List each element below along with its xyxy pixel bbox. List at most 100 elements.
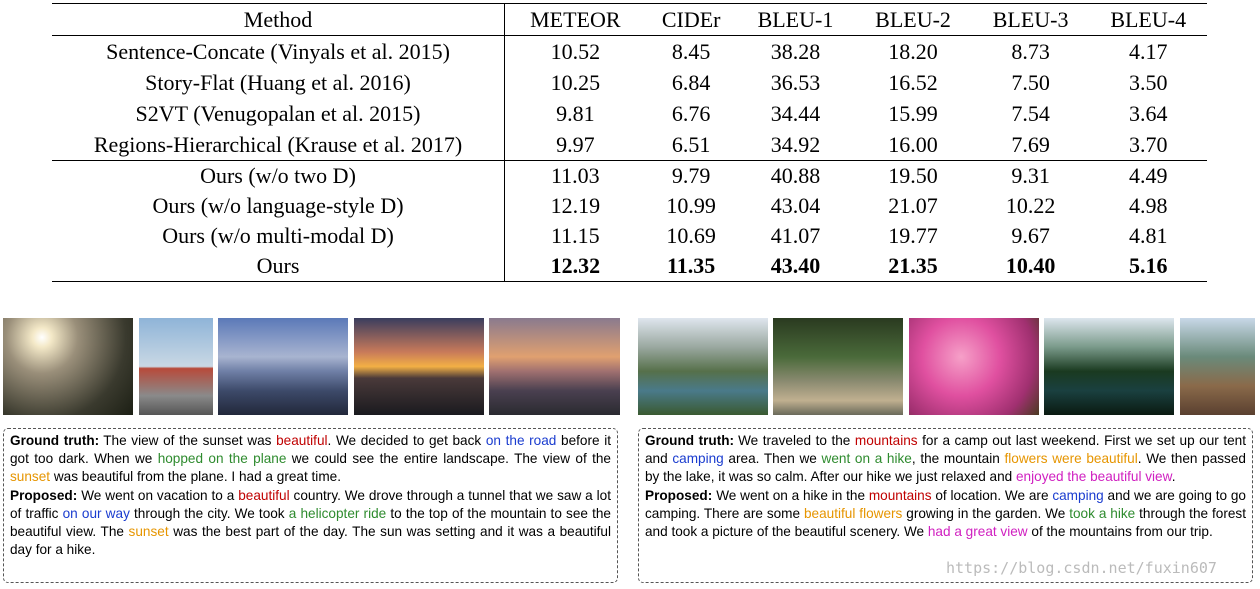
caption-text: flowers were beautiful xyxy=(1004,451,1138,467)
caption-paragraph: Proposed: We went on vacation to a beauti… xyxy=(10,487,611,560)
table-cell: 21.35 xyxy=(888,253,938,278)
watermark: https://blog.csdn.net/fuxin607 xyxy=(946,559,1217,577)
caption-text: . We then passed by the lake, it was so … xyxy=(645,451,1246,485)
table-cell: 43.04 xyxy=(770,193,821,218)
header-cell: BLEU-3 xyxy=(971,3,1090,36)
table-cell: 21.07 xyxy=(888,193,938,218)
table-cell: 9.97 xyxy=(504,129,646,161)
results-table: Method METEOR CIDEr BLEU-1 BLEU-2 BLEU-3 BLEU-… xyxy=(52,3,1207,282)
story-box: Ground truth: The view of the sunset was … xyxy=(3,428,618,583)
caption-text: beautiful xyxy=(276,433,328,448)
caption-text: had a great view xyxy=(927,524,1028,540)
caption-text: The view of the sunset was xyxy=(103,433,277,448)
table-cell: 11.35 xyxy=(667,253,716,278)
caption-text: of the mountains from our trip. xyxy=(1027,524,1213,540)
caption-text: . xyxy=(1171,469,1176,485)
table-cell: 41.07 xyxy=(770,223,821,248)
table-cell: 9.67 xyxy=(1011,223,1050,248)
header-cell: METEOR xyxy=(504,3,646,36)
table-cell: 7.54 xyxy=(1011,101,1050,126)
caption-text: mountains xyxy=(868,487,932,503)
caption-text: We traveled to the xyxy=(738,433,855,448)
caption-text: mountains xyxy=(854,433,918,448)
table-cell: Ours xyxy=(52,251,505,282)
table-cell: 8.45 xyxy=(671,39,711,64)
table-cell: 4.17 xyxy=(1128,39,1168,64)
table-cell: 6.84 xyxy=(671,70,711,95)
caption-text: beautiful xyxy=(238,487,290,503)
table-cell: 10.22 xyxy=(1005,193,1056,218)
table-cell: Regions-Hierarchical (Krause et al. 2017… xyxy=(52,129,505,161)
caption-text: was the best part of the day. The sun wa… xyxy=(10,524,611,558)
caption-paragraph: Proposed: We went on a hike in the mounta… xyxy=(645,487,1246,542)
table-row: Sentence-Concate (Vinyals et al. 2015) 10… xyxy=(52,35,1207,67)
caption-text: We went on a hike in the xyxy=(716,487,869,503)
table-cell: 7.69 xyxy=(971,129,1090,161)
table-cell: Ours (w/o two D) xyxy=(52,160,505,191)
caption-label: Ground truth: xyxy=(10,433,100,448)
caption-text: before it got too dark. When we xyxy=(10,433,611,467)
table-cell: 16.52 xyxy=(888,70,938,95)
table-cell: 16.00 xyxy=(854,129,972,161)
photo xyxy=(638,318,768,415)
table-cell: 34.44 xyxy=(770,101,821,126)
photo xyxy=(489,318,620,415)
table-cell: 10.25 xyxy=(550,70,601,95)
caption-text: on the road xyxy=(485,433,557,448)
header-cell: BLEU-4 xyxy=(1089,3,1207,36)
caption-text: was beautiful from the plane. I had a gr… xyxy=(50,469,341,485)
table-row: Ours (w/o language-style D) 12.19 10.99 43.… xyxy=(52,191,1207,221)
table-cell: 19.77 xyxy=(888,223,938,248)
photo xyxy=(354,318,484,415)
table-cell: 3.64 xyxy=(1128,101,1168,126)
header-cell: BLEU-2 xyxy=(854,3,972,36)
caption-text: took a hike xyxy=(1069,505,1136,521)
table-cell: 19.50 xyxy=(888,163,938,188)
table-row: Ours (w/o two D) 11.03 9.79 40.88 19.50 9.31 4… xyxy=(52,160,1207,191)
table-cell: 12.19 xyxy=(550,193,601,218)
table-cell: 9.81 xyxy=(556,101,595,126)
caption-text: beautiful flowers xyxy=(803,505,903,521)
caption-text: growing in the garden. We xyxy=(902,505,1070,521)
table-cell: Story-Flat (Huang et al. 2016) xyxy=(52,67,505,98)
caption-paragraph: Ground truth: The view of the sunset was … xyxy=(10,432,611,487)
caption-label: Proposed: xyxy=(10,487,78,503)
header-row: Method METEOR CIDEr BLEU-1 BLEU-2 BLEU-3 BLEU-… xyxy=(52,3,1207,36)
table-row: Ours 12.32 11.35 43.40 21.35 10.40 5.16 xyxy=(52,251,1207,282)
caption-text: camping xyxy=(672,451,724,467)
caption-text: and we are going to go camping. There ar… xyxy=(645,487,1246,521)
caption-text: through the forest and took a picture of… xyxy=(645,505,1246,540)
photo xyxy=(3,318,133,415)
caption-text: sunset xyxy=(128,524,169,540)
caption-text: area. Then we xyxy=(723,451,822,467)
table-cell: 5.16 xyxy=(1128,253,1168,278)
table-cell: 9.79 xyxy=(671,163,711,188)
table-cell: 7.50 xyxy=(1011,70,1050,95)
table-cell: 4.98 xyxy=(1128,193,1168,218)
table-cell: 11.15 xyxy=(550,223,600,248)
table-cell: 38.28 xyxy=(770,39,821,64)
table-cell: 36.53 xyxy=(770,70,821,95)
table-row: Story-Flat (Huang et al. 2016) 10.25 6.84 3… xyxy=(52,67,1207,98)
caption-text: went on a hike xyxy=(821,451,912,467)
table-cell: 34.92 xyxy=(736,129,855,161)
header-cell: Method xyxy=(52,3,505,36)
table-cell: 11.03 xyxy=(550,163,600,188)
caption-text: to the top of the mountain to see the be… xyxy=(10,505,611,540)
caption-text: on our way xyxy=(62,505,130,521)
caption-text: sunset xyxy=(10,469,51,485)
caption-label: Proposed: xyxy=(645,487,713,503)
table-cell: 9.31 xyxy=(1011,163,1050,188)
caption-text: for a camp out last weekend. First we se… xyxy=(645,433,1247,467)
table-cell: Ours (w/o language-style D) xyxy=(52,191,505,221)
table-cell: 4.81 xyxy=(1128,223,1168,248)
caption-text: country. We drove through a tunnel that … xyxy=(10,487,612,521)
table-cell: Sentence-Concate (Vinyals et al. 2015) xyxy=(52,35,505,67)
caption-label: Ground truth: xyxy=(645,433,735,448)
table-cell: 3.50 xyxy=(1128,70,1168,95)
table-row: Regions-Hierarchical (Krause et al. 2017… xyxy=(52,129,1207,161)
table-cell: 10.99 xyxy=(666,193,716,218)
table-cell: 40.88 xyxy=(770,163,821,188)
table-row: Ours (w/o multi-modal D) 11.15 10.69 41.07 1… xyxy=(52,221,1207,251)
table-cell: 10.40 xyxy=(1005,253,1056,278)
